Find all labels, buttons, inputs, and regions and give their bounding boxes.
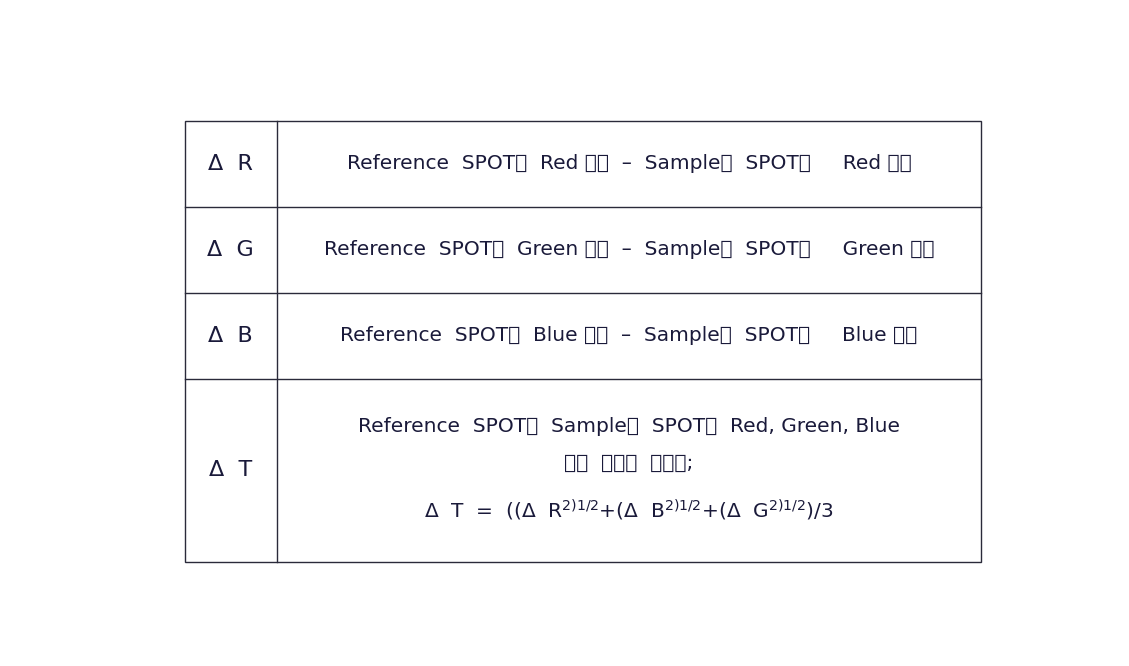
Text: Δ  T: Δ T <box>209 460 253 480</box>
Text: Δ  G: Δ G <box>208 240 254 260</box>
Text: $\Delta$  T  =  (($\Delta$  R$^{2)1/2}$+($\Delta$  B$^{2)1/2}$+($\Delta$  G$^{2): $\Delta$ T = (($\Delta$ R$^{2)1/2}$+($\D… <box>425 498 833 523</box>
Text: Δ  R: Δ R <box>209 154 253 174</box>
Text: 변화  수치의  평균값;: 변화 수치의 평균값; <box>564 454 693 473</box>
Text: Reference  SPOT의  Red 수치  –  Sample의  SPOT의     Red 수치: Reference SPOT의 Red 수치 – Sample의 SPOT의 R… <box>347 155 911 173</box>
Text: Δ  B: Δ B <box>209 326 253 346</box>
Bar <box>185 121 981 562</box>
Text: Reference  SPOT의  Green 수치  –  Sample의  SPOT의     Green 수치: Reference SPOT의 Green 수치 – Sample의 SPOT의… <box>324 240 934 260</box>
Text: Reference  SPOT과  Sample의  SPOT의  Red, Green, Blue: Reference SPOT과 Sample의 SPOT의 Red, Green… <box>358 417 900 436</box>
Text: Reference  SPOT의  Blue 수치  –  Sample의  SPOT의     Blue 수치: Reference SPOT의 Blue 수치 – Sample의 SPOT의 … <box>340 326 918 346</box>
